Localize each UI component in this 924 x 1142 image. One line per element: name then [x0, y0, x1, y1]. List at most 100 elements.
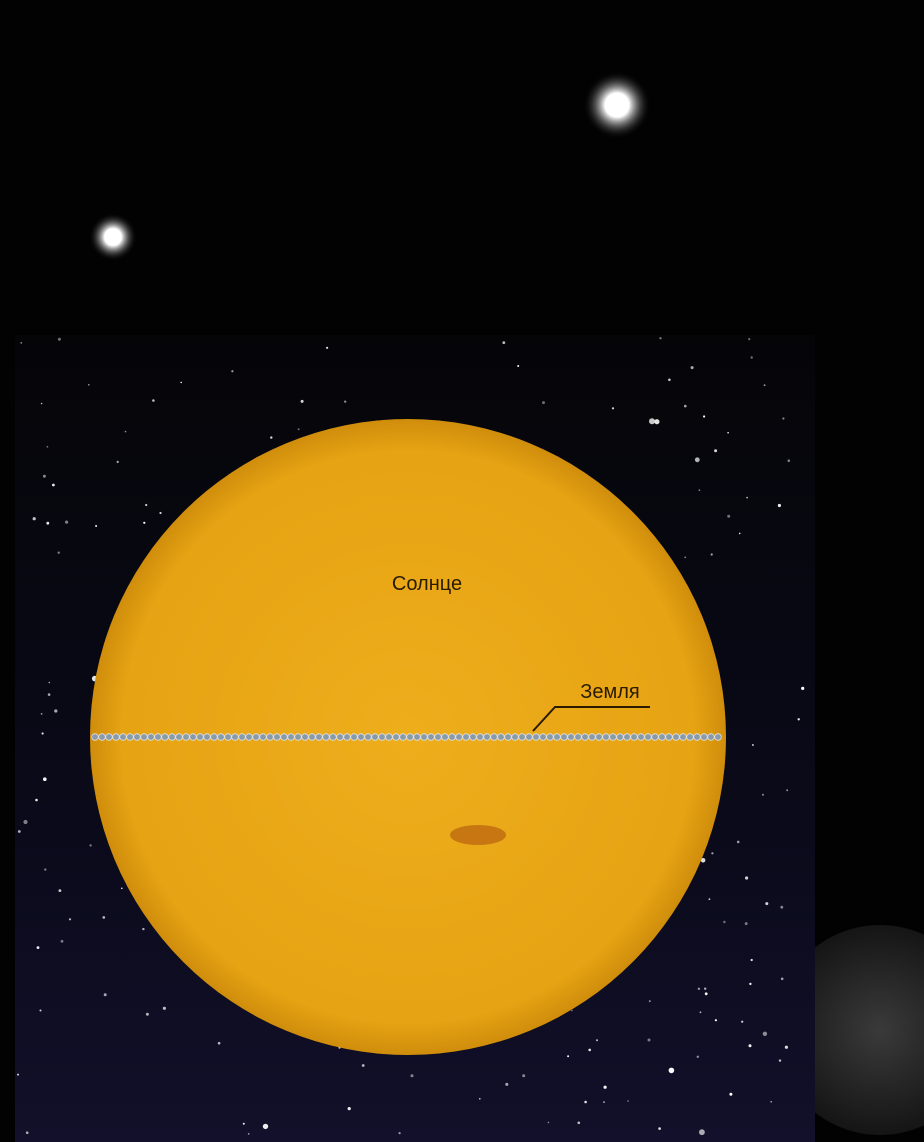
star: [797, 718, 800, 721]
earth: [140, 733, 148, 741]
star: [603, 1085, 607, 1089]
star: [262, 1123, 269, 1130]
star: [741, 1020, 744, 1023]
star: [326, 346, 329, 349]
star: [696, 1055, 699, 1059]
star: [180, 381, 182, 384]
star: [159, 511, 162, 515]
star: [46, 521, 50, 525]
earth: [497, 733, 505, 741]
earth: [343, 733, 351, 741]
star: [648, 1000, 651, 1003]
star: [87, 383, 90, 386]
star: [231, 370, 234, 373]
star: [103, 993, 107, 997]
earth: [308, 733, 316, 741]
earth: [441, 733, 449, 741]
star: [658, 1127, 661, 1130]
star: [710, 553, 713, 556]
star: [649, 418, 655, 425]
earth: [315, 733, 323, 741]
star: [746, 496, 748, 499]
star: [770, 1100, 773, 1103]
star: [36, 946, 40, 949]
star: [727, 514, 731, 518]
star: [361, 1064, 365, 1067]
star: [714, 449, 718, 453]
star: [668, 378, 671, 382]
star: [47, 693, 51, 696]
earth: [189, 733, 197, 741]
earth: [112, 733, 120, 741]
star: [40, 402, 43, 405]
star: [52, 483, 55, 487]
star: [121, 887, 123, 890]
star: [647, 1038, 651, 1042]
earth: [714, 733, 722, 741]
star: [738, 532, 741, 535]
earth: [224, 733, 232, 741]
star: [627, 1100, 629, 1102]
star: [142, 927, 145, 931]
star: [40, 713, 43, 715]
earth: [294, 733, 302, 741]
star: [300, 399, 304, 403]
earth: [469, 733, 477, 741]
star: [611, 407, 615, 410]
earth: [567, 733, 575, 741]
earth: [238, 733, 246, 741]
star: [17, 830, 21, 833]
star: [750, 958, 753, 962]
star: [297, 428, 300, 431]
star: [684, 404, 687, 408]
earth: [700, 733, 708, 741]
star: [749, 982, 752, 986]
earth: [707, 733, 715, 741]
star: [152, 399, 155, 402]
earth: [336, 733, 344, 741]
star: [714, 1019, 718, 1022]
earth: [595, 733, 603, 741]
star: [765, 902, 769, 906]
earth: [693, 733, 701, 741]
earth: [490, 733, 498, 741]
earth-row: [91, 733, 722, 741]
earth: [196, 733, 204, 741]
earth: [616, 733, 624, 741]
star: [162, 1006, 166, 1010]
earth: [280, 733, 288, 741]
earth: [91, 733, 99, 741]
earth: [609, 733, 617, 741]
star: [704, 992, 708, 996]
star: [58, 889, 62, 892]
earth: [406, 733, 414, 741]
star: [584, 1100, 587, 1104]
star: [729, 1092, 733, 1096]
star: [750, 356, 753, 359]
earth: [455, 733, 463, 741]
star: [145, 503, 148, 507]
earth: [644, 733, 652, 741]
star: [32, 517, 36, 521]
star: [782, 417, 785, 420]
earth: [588, 733, 596, 741]
star: [547, 1121, 550, 1124]
earth: [623, 733, 631, 741]
earth: [266, 733, 274, 741]
earth: [553, 733, 561, 741]
sun-label: Солнце: [392, 573, 462, 595]
leader-line: [532, 706, 650, 732]
star: [698, 489, 701, 492]
star: [703, 415, 706, 418]
star: [567, 1055, 570, 1058]
star: [571, 1009, 573, 1012]
earth: [287, 733, 295, 741]
earth: [105, 733, 113, 741]
star: [479, 1098, 481, 1100]
star: [124, 430, 127, 433]
star: [708, 898, 711, 901]
star: [704, 987, 707, 990]
star: [780, 977, 784, 981]
star: [778, 1059, 782, 1062]
star: [43, 474, 46, 478]
